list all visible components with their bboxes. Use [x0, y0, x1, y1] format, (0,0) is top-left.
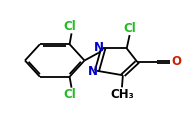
- Text: N: N: [94, 41, 104, 54]
- Text: N: N: [88, 65, 98, 78]
- Text: Cl: Cl: [123, 22, 136, 35]
- Text: CH₃: CH₃: [110, 87, 134, 101]
- Text: Cl: Cl: [63, 88, 76, 101]
- Text: Cl: Cl: [63, 20, 76, 33]
- Text: O: O: [172, 55, 182, 68]
